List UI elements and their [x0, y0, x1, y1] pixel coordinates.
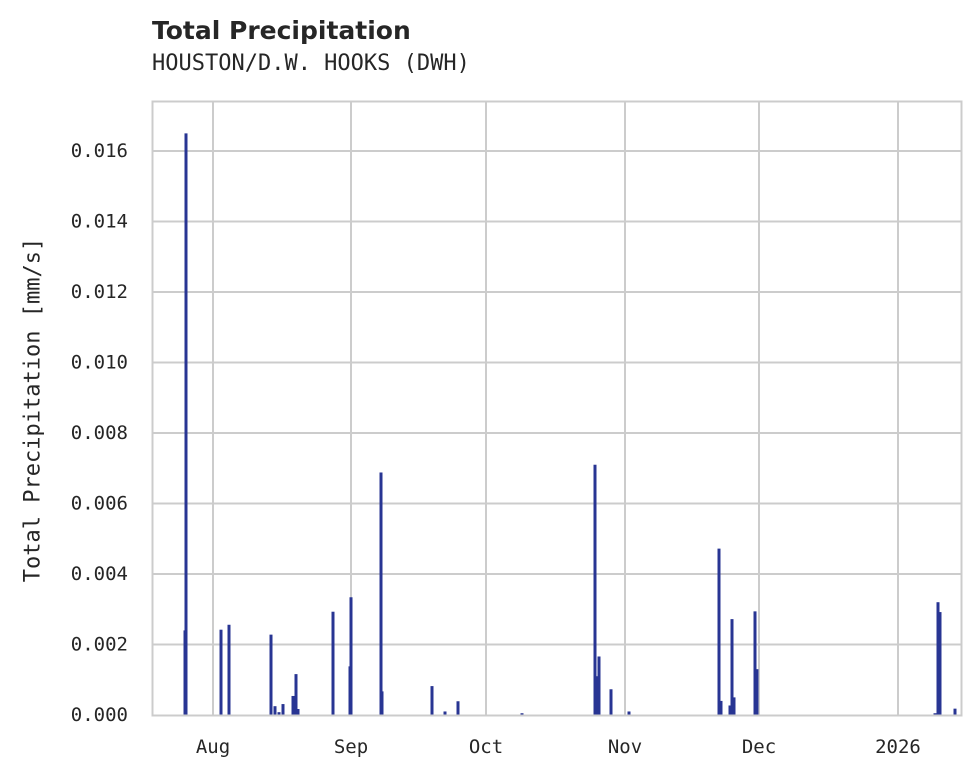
plot-frame	[151, 100, 963, 717]
precip-bar	[732, 697, 736, 715]
precip-bar	[430, 686, 434, 715]
y-tick-label: 0.016	[71, 140, 128, 162]
precip-bar	[753, 611, 757, 715]
precip-bar	[755, 669, 759, 715]
precip-bar	[349, 597, 353, 715]
y-tick-label: 0.012	[71, 281, 128, 303]
x-tick-label: Nov	[608, 736, 642, 758]
grid-lines	[152, 101, 962, 715]
precip-bar	[291, 695, 295, 715]
precip-bar	[728, 705, 732, 715]
x-tick-label: Oct	[469, 736, 503, 758]
y-tick-label: 0.006	[71, 493, 128, 515]
precip-bar	[379, 472, 383, 715]
precip-bar	[609, 689, 613, 715]
precip-bar	[184, 133, 188, 715]
x-tick-label: Aug	[196, 736, 230, 758]
chart-title: Total Precipitation	[152, 16, 411, 45]
precip-bar	[597, 656, 601, 715]
x-tick-label: Sep	[334, 736, 368, 758]
precip-bar	[443, 711, 447, 715]
x-axis-ticks: Aug Sep Oct Nov Dec 2026	[196, 736, 921, 758]
chart-subtitle: HOUSTON/D.W. HOOKS (DWH)	[152, 51, 470, 76]
precip-bar	[380, 691, 384, 715]
x-tick-label: Dec	[742, 736, 776, 758]
y-tick-label: 0.000	[71, 704, 128, 726]
precip-bar	[294, 674, 298, 715]
precip-bar	[269, 634, 273, 715]
data-bars	[183, 133, 957, 715]
y-tick-label: 0.010	[71, 352, 128, 374]
precip-bar	[938, 612, 942, 715]
precip-bar	[281, 704, 285, 715]
y-tick-label: 0.004	[71, 563, 128, 585]
precip-bar	[296, 709, 300, 715]
precip-bar	[277, 712, 281, 715]
precip-bar	[273, 706, 277, 715]
precip-bar	[730, 619, 734, 715]
x-tick-label: 2026	[875, 736, 921, 758]
y-tick-label: 0.014	[71, 211, 128, 233]
precip-bar	[936, 602, 940, 715]
precip-bar	[183, 630, 187, 715]
precip-bar	[953, 708, 957, 715]
precip-bar	[933, 713, 937, 715]
y-tick-label: 0.008	[71, 422, 128, 444]
y-axis-ticks: 0.000 0.002 0.004 0.006 0.008 0.010 0.012 0.014…	[71, 140, 128, 726]
precip-bar	[219, 629, 223, 715]
precip-bar	[719, 700, 723, 715]
precip-bar	[520, 713, 524, 715]
precip-bar	[331, 611, 335, 715]
precip-bar	[593, 464, 597, 715]
precip-bar	[717, 548, 721, 715]
y-tick-label: 0.002	[71, 634, 128, 656]
precip-bar	[456, 701, 460, 715]
precip-bar	[627, 711, 631, 715]
precip-bar	[227, 624, 231, 715]
precip-bar	[595, 676, 599, 715]
